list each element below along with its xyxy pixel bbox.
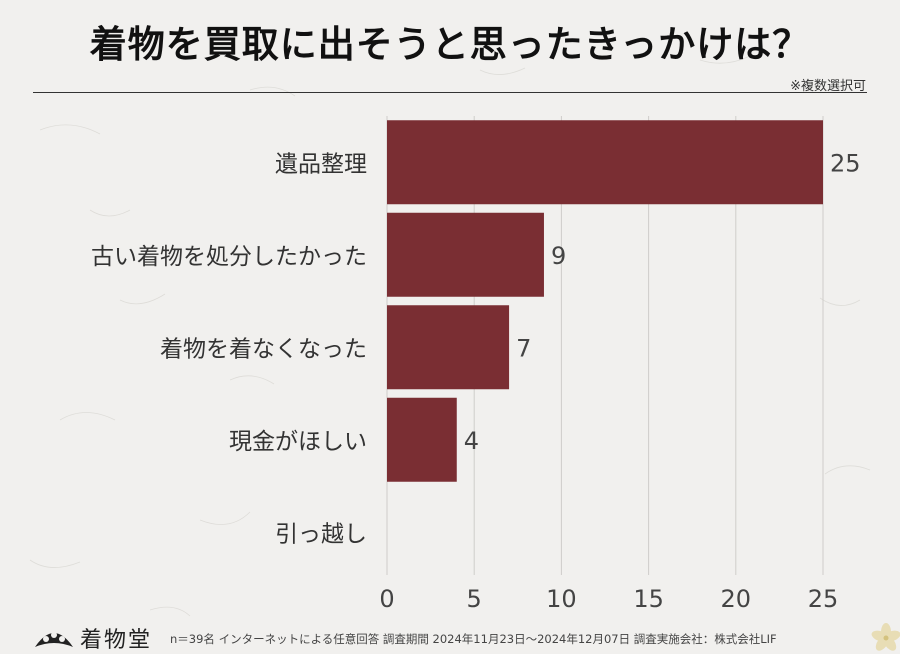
x-tick-label: 0 — [379, 585, 394, 613]
bar-chart: 遺品整理 25 古い着物を処分したかった 9 着物を着なくなった 7 現金がほしい 4 引っ越し… — [91, 116, 861, 613]
value-label: 4 — [464, 427, 479, 455]
category-label: 現金がほしい — [229, 429, 367, 455]
fan-logo-icon — [35, 632, 73, 647]
multiple-choice-note: ※複数選択可 — [790, 79, 866, 94]
bar — [387, 305, 510, 390]
x-tick-label: 5 — [467, 585, 482, 613]
bar — [387, 120, 823, 205]
x-tick-label: 20 — [721, 585, 752, 613]
flower-ornament-icon — [871, 623, 900, 651]
category-label: 着物を着なくなった — [160, 336, 367, 362]
value-label: 25 — [830, 149, 861, 177]
title-divider — [33, 92, 867, 93]
value-label: 9 — [551, 242, 566, 270]
survey-info: n＝39名 インターネットによる任意回答 調査期間 2024年11月23日～20… — [170, 632, 777, 646]
x-tick-label: 25 — [808, 585, 839, 613]
x-tick-label: 10 — [546, 585, 577, 613]
chart-title: 着物を買取に出そうと思ったきっかけは？ — [89, 23, 811, 66]
x-tick-label: 15 — [633, 585, 664, 613]
brand-logo-text: 着物堂 — [80, 628, 153, 653]
bar — [387, 397, 457, 482]
category-label: 古い着物を処分したかった — [91, 244, 367, 270]
footer: 着物堂 n＝39名 インターネットによる任意回答 調査期間 2024年11月23… — [0, 622, 900, 654]
category-label: 引っ越し — [275, 521, 367, 547]
category-label: 遺品整理 — [275, 151, 367, 177]
bar — [387, 212, 544, 297]
value-label: 7 — [516, 334, 531, 362]
